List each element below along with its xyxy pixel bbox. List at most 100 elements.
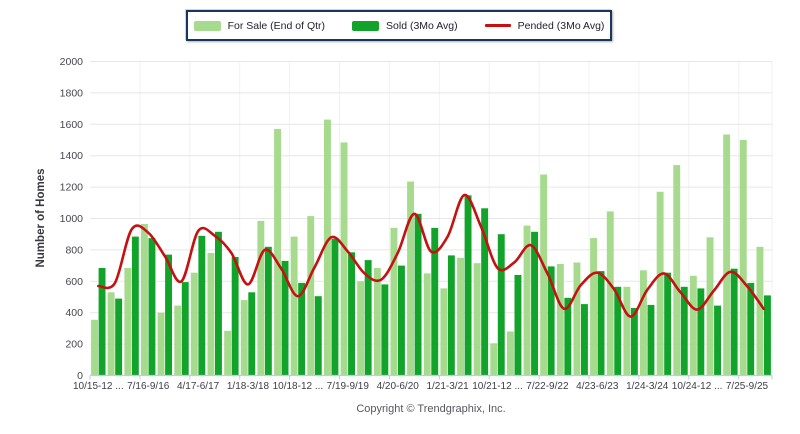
y-tick-label: 0 [77, 370, 83, 382]
bar-for-sale [141, 224, 148, 376]
y-tick-label: 800 [65, 244, 83, 256]
y-tick-label: 1200 [60, 182, 84, 194]
bar-for-sale [107, 292, 115, 376]
bar-sold [381, 284, 389, 376]
y-axis-labels: 0 200 400 600 800 1000 1200 1400 1600 1800 2000 [60, 56, 84, 382]
bar-for-sale [440, 288, 448, 376]
bar-sold [614, 286, 622, 376]
bar-sold [115, 298, 123, 376]
x-tick-label: 7/22-9/22 [526, 381, 569, 392]
bar-for-sale [190, 272, 198, 376]
bar-sold [447, 255, 455, 376]
y-tick-label: 400 [65, 307, 83, 319]
bar-sold [281, 260, 289, 376]
bar-sold [597, 271, 605, 376]
bar-sold [664, 272, 672, 376]
bar-for-sale [357, 281, 365, 376]
bar-sold [165, 254, 172, 376]
bar-for-sale [373, 268, 381, 376]
bar-for-sale [623, 286, 631, 376]
bar-sold [414, 213, 422, 376]
bar-sold [730, 268, 738, 376]
bar-for-sale [274, 129, 281, 376]
x-tick-label: 1/24-3/24 [626, 381, 669, 392]
bar-sold [231, 257, 239, 376]
y-tick-label: 1000 [60, 213, 84, 225]
y-tick-label: 600 [65, 276, 83, 288]
x-tick-label: 4/17-6/17 [177, 381, 220, 392]
bar-for-sale [739, 140, 747, 376]
bar-for-sale [723, 134, 731, 376]
bar-sold [531, 231, 538, 376]
bar-sold [514, 275, 522, 376]
legend-item-for-sale: For Sale (End of Qtr) [193, 19, 326, 32]
bar-for-sale [157, 312, 165, 376]
x-tick-label: 4/23-6/23 [576, 381, 619, 392]
bar-for-sale [240, 300, 248, 376]
bar-for-sale [706, 237, 714, 376]
bar-for-sale [457, 257, 464, 376]
x-tick-label: 10/15-12 ... [73, 381, 124, 392]
bar-for-sale [540, 174, 548, 376]
legend: For Sale (End of Qtr) Sold (3Mo Avg) Pen… [186, 10, 612, 41]
bar-sold [764, 295, 771, 376]
y-tick-label: 1600 [60, 119, 84, 131]
x-tick-label: 7/16-9/16 [127, 381, 170, 392]
legend-item-pended: Pended (3Mo Avg) [484, 19, 605, 32]
bar-for-sale [507, 331, 514, 376]
bar-for-sale [324, 119, 331, 376]
bar-for-sale [573, 262, 581, 376]
bar-for-sale [390, 227, 398, 376]
bar-sold [198, 235, 206, 376]
y-tick-label: 1800 [60, 87, 84, 99]
bar-sold [248, 292, 256, 376]
bar-sold [714, 305, 721, 376]
pended-line-swatch-icon [484, 24, 511, 27]
bar-for-sale [473, 263, 481, 376]
bar-for-sale [590, 238, 597, 376]
bar-sold [547, 266, 555, 376]
bar-sold [497, 234, 505, 376]
bar-for-sale [340, 142, 348, 376]
x-tick-label: 4/20-6/20 [377, 381, 420, 392]
bar-sold [398, 265, 405, 376]
bar-for-sale [307, 216, 315, 376]
bar-sold [680, 286, 688, 376]
bar-sold [314, 296, 322, 376]
bar-sold [564, 297, 572, 376]
y-axis-title: Number of Homes [35, 168, 47, 267]
x-tick-label: 1/18-3/18 [227, 381, 270, 392]
bar-for-sale [556, 264, 564, 376]
x-axis-ticks [89, 375, 773, 380]
bar-sold [431, 227, 439, 376]
bar-for-sale [91, 319, 98, 376]
bar-for-sale [490, 343, 498, 376]
bar-sold [481, 208, 489, 376]
bar-for-sale [423, 273, 431, 376]
bar-for-sale [257, 220, 265, 376]
bar-sold [264, 246, 272, 376]
x-axis-labels: 10/15-12 ... 7/16-9/16 4/17-6/17 1/18-3/18 1… [73, 381, 769, 392]
x-tick-label: 10/21-12 ... [472, 381, 523, 392]
y-tick-label: 1400 [60, 150, 84, 162]
for-sale-swatch-icon [193, 20, 221, 31]
copyright-text: Copyright © Trendgraphix, Inc. [356, 403, 505, 415]
bar-sold [630, 308, 638, 376]
bar-sold [697, 288, 705, 376]
legend-label-for-sale: For Sale (End of Qtr) [227, 19, 326, 32]
x-tick-label: 10/18-12 ... [273, 381, 324, 392]
bar-sold [181, 282, 189, 376]
x-tick-label: 7/19-9/19 [327, 381, 370, 392]
bars [91, 119, 771, 376]
bar-for-sale [606, 211, 614, 376]
legend-label-pended: Pended (3Mo Avg) [517, 19, 605, 32]
bar-for-sale [689, 275, 697, 376]
legend-item-sold: Sold (3Mo Avg) [352, 20, 458, 32]
bar-for-sale [523, 225, 531, 376]
pended-line [97, 193, 765, 318]
x-tick-label: 1/21-3/21 [426, 381, 469, 392]
bar-for-sale [656, 191, 664, 376]
x-tick-label: 7/25-9/25 [726, 381, 769, 392]
bar-sold [348, 252, 355, 376]
bar-for-sale [207, 253, 215, 376]
